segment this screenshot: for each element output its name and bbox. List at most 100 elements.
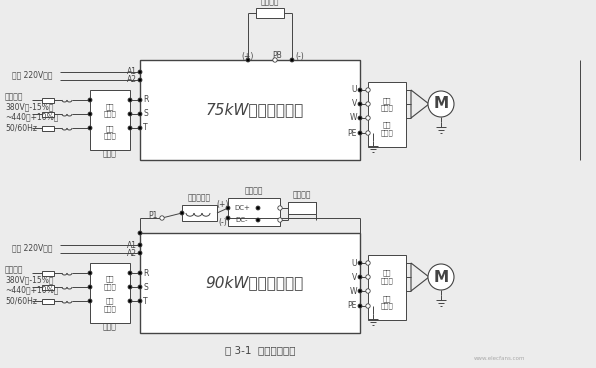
Circle shape (138, 231, 142, 235)
Text: A2: A2 (127, 248, 137, 258)
Circle shape (290, 58, 294, 62)
Circle shape (278, 206, 282, 210)
Text: 图 3-1  主回路接线图: 图 3-1 主回路接线图 (225, 345, 295, 355)
Text: M: M (433, 96, 449, 112)
Text: R: R (143, 96, 148, 105)
Circle shape (138, 299, 142, 303)
Text: DC-: DC- (236, 217, 249, 223)
Text: 三相电源
380V（-15%）
~440（+10%）
50/60Hz: 三相电源 380V（-15%） ~440（+10%） 50/60Hz (5, 92, 58, 132)
Circle shape (246, 58, 250, 62)
Circle shape (358, 102, 362, 106)
Text: 直流电抗器: 直流电抗器 (188, 193, 211, 202)
Bar (42, 112, 54, 117)
Text: A1: A1 (127, 241, 137, 250)
Circle shape (366, 289, 370, 293)
Circle shape (128, 126, 132, 130)
Circle shape (366, 304, 370, 308)
Text: 制动单元: 制动单元 (245, 186, 263, 195)
Circle shape (138, 285, 142, 289)
Text: PE: PE (347, 301, 357, 311)
Circle shape (180, 211, 184, 215)
Circle shape (366, 116, 370, 120)
Circle shape (88, 285, 92, 289)
Text: U: U (352, 85, 357, 95)
Circle shape (88, 271, 92, 275)
Text: (+): (+) (217, 201, 229, 209)
Bar (42, 98, 54, 103)
Circle shape (226, 206, 230, 210)
Circle shape (138, 126, 142, 130)
Circle shape (138, 70, 142, 74)
Circle shape (138, 98, 142, 102)
Circle shape (366, 102, 370, 106)
Text: www.elecfans.com: www.elecfans.com (474, 355, 526, 361)
Circle shape (88, 98, 92, 102)
Circle shape (358, 304, 362, 308)
Text: M: M (433, 269, 449, 284)
Bar (90, 263, 130, 323)
Circle shape (138, 243, 142, 247)
Bar (182, 205, 217, 221)
Circle shape (358, 275, 362, 279)
Bar (288, 202, 316, 214)
Circle shape (138, 78, 142, 82)
Text: 75kW（含）及以下: 75kW（含）及以下 (205, 103, 303, 117)
Text: V: V (352, 272, 357, 282)
Text: 单相 220V适配: 单相 220V适配 (12, 244, 52, 252)
Bar (256, 8, 284, 18)
Bar (42, 125, 54, 131)
Circle shape (128, 98, 132, 102)
Text: A2: A2 (127, 75, 137, 85)
Circle shape (358, 131, 362, 135)
Circle shape (128, 299, 132, 303)
Circle shape (278, 218, 282, 222)
Text: 制动电阐: 制动电阐 (293, 190, 311, 199)
Circle shape (88, 112, 92, 116)
Text: P1: P1 (148, 212, 158, 220)
Circle shape (366, 261, 370, 265)
Text: 输出
滤波器: 输出 滤波器 (381, 122, 393, 136)
Text: 输出
电抗器: 输出 电抗器 (381, 270, 393, 284)
Text: R: R (143, 269, 148, 277)
Circle shape (358, 289, 362, 293)
Circle shape (358, 88, 362, 92)
Circle shape (160, 216, 164, 220)
Text: 输入
滤波器: 输入 滤波器 (104, 125, 116, 139)
Text: 输出
电抗器: 输出 电抗器 (381, 97, 393, 111)
Bar (368, 255, 406, 320)
Circle shape (128, 112, 132, 116)
Circle shape (138, 112, 142, 116)
Circle shape (88, 299, 92, 303)
Circle shape (358, 261, 362, 265)
Bar (228, 198, 280, 226)
Bar (368, 82, 406, 147)
Text: T: T (143, 297, 148, 305)
Circle shape (256, 206, 260, 210)
Text: 输入
电抗器: 输入 电抗器 (104, 103, 116, 117)
Bar (42, 270, 54, 276)
Text: 输入
电抗器: 输入 电抗器 (104, 276, 116, 290)
Text: 制动电阐: 制动电阐 (261, 0, 280, 6)
Text: (+): (+) (242, 52, 254, 60)
Bar (42, 284, 54, 290)
Circle shape (428, 91, 454, 117)
Text: T: T (143, 124, 148, 132)
Circle shape (428, 264, 454, 290)
Text: PE: PE (347, 128, 357, 138)
Text: 90kW（含）及以上: 90kW（含）及以上 (205, 276, 303, 290)
Text: S: S (143, 110, 148, 118)
Circle shape (366, 88, 370, 92)
Text: W: W (349, 287, 357, 296)
Text: 燘断器: 燘断器 (103, 149, 117, 159)
Circle shape (138, 251, 142, 255)
Circle shape (128, 271, 132, 275)
Circle shape (128, 285, 132, 289)
Circle shape (273, 58, 277, 62)
Text: A1: A1 (127, 67, 137, 77)
Text: 燘断器: 燘断器 (103, 322, 117, 332)
Circle shape (256, 218, 260, 222)
Text: 三相电源
380V（-15%）
~440（+10%）
50/60Hz: 三相电源 380V（-15%） ~440（+10%） 50/60Hz (5, 265, 58, 305)
Text: DC+: DC+ (234, 205, 250, 211)
Bar (42, 298, 54, 304)
Text: V: V (352, 99, 357, 109)
